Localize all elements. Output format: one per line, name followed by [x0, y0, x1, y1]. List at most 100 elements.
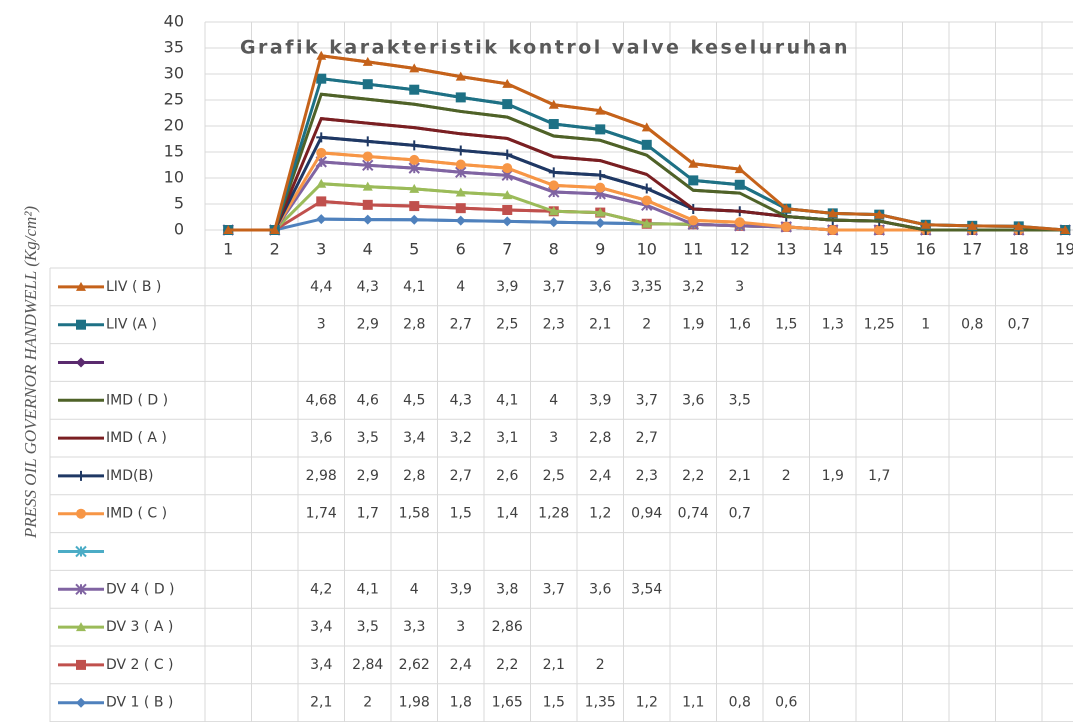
data-label: 3,3 [403, 619, 425, 635]
marker [362, 136, 373, 147]
marker [874, 209, 885, 219]
marker [455, 92, 466, 103]
x-tick-label: 17 [962, 240, 982, 259]
data-label: 2,1 [729, 468, 751, 484]
marker [502, 78, 513, 88]
data-label: 1,58 [399, 506, 430, 522]
marker [409, 154, 420, 165]
data-label: 3,6 [589, 279, 611, 295]
data-label: 3 [456, 619, 465, 635]
legend-label: LIV (A ) [106, 317, 157, 333]
data-label: 0,8 [729, 695, 751, 711]
x-tick-label: 8 [549, 240, 559, 259]
data-label: 2,3 [543, 317, 565, 333]
marker [455, 71, 466, 81]
marker [641, 195, 652, 206]
data-label: 3,6 [310, 430, 332, 446]
legend-label: IMD ( C ) [106, 506, 167, 522]
data-label: 1,65 [492, 695, 523, 711]
marker [502, 99, 513, 110]
data-label: 1,5 [543, 695, 565, 711]
data-label: 4,3 [357, 279, 379, 295]
x-tick-label: 10 [637, 240, 657, 259]
data-label: 1,74 [306, 506, 337, 522]
data-label: 4,2 [310, 581, 332, 597]
x-tick-label: 19 [1055, 240, 1073, 259]
legend-label: DV 2 ( C ) [106, 657, 174, 673]
data-label: 4,4 [310, 279, 332, 295]
legend-label: IMD ( A ) [106, 430, 167, 446]
data-label: 2 [596, 657, 605, 673]
marker [316, 50, 327, 60]
data-label: 3,7 [636, 392, 658, 408]
data-label: 2,1 [310, 695, 332, 711]
data-label: 1,1 [682, 695, 704, 711]
marker [502, 204, 513, 215]
x-tick-label: 18 [1009, 240, 1029, 259]
data-label: 0,94 [631, 506, 662, 522]
data-label: 1,5 [775, 317, 797, 333]
x-tick-label: 11 [683, 240, 703, 259]
data-label: 2 [363, 695, 372, 711]
marker [502, 216, 513, 227]
data-label: 1,35 [585, 695, 616, 711]
data-label: 1,98 [399, 695, 430, 711]
marker [688, 215, 699, 226]
marker [595, 182, 606, 193]
data-label: 2,1 [589, 317, 611, 333]
data-label: 3,5 [357, 619, 379, 635]
marker [362, 181, 373, 191]
marker [316, 178, 327, 188]
data-label: 3,4 [310, 657, 332, 673]
data-label: 0,74 [678, 506, 709, 522]
data-label: 3,9 [496, 279, 518, 295]
line [321, 160, 648, 207]
marker [362, 159, 374, 172]
data-label: 2,98 [306, 468, 337, 484]
marker [548, 119, 559, 130]
y-tick-label: 5 [174, 194, 184, 213]
marker [641, 122, 652, 132]
data-label: 2,7 [450, 317, 472, 333]
marker [548, 206, 559, 216]
data-label: 2,8 [589, 430, 611, 446]
y-axis-title: PRESS OIL GOVERNOR HANDWELL (Kg/cm²) [21, 206, 40, 540]
data-label: 3 [735, 279, 744, 295]
data-label: 1,7 [868, 468, 890, 484]
data-label: 3,8 [496, 581, 518, 597]
marker [781, 221, 792, 232]
data-label: 3,7 [543, 581, 565, 597]
marker [409, 183, 420, 193]
data-label: 4 [410, 581, 419, 597]
data-label: 1 [921, 317, 930, 333]
data-label: 3,4 [310, 619, 332, 635]
data-label: 2,1 [543, 657, 565, 673]
data-label: 2,4 [450, 657, 472, 673]
data-label: 4,3 [450, 392, 472, 408]
marker [548, 167, 559, 178]
y-tick-label: 35 [164, 38, 184, 57]
data-label: 1,4 [496, 506, 518, 522]
data-label: 2 [782, 468, 791, 484]
marker [76, 659, 86, 670]
marker [75, 583, 87, 596]
marker [362, 79, 373, 90]
marker [76, 319, 86, 330]
data-label: 3,35 [631, 279, 662, 295]
data-label: 0,6 [775, 695, 797, 711]
data-label: 1,5 [450, 506, 472, 522]
legend-label: DV 3 ( A ) [106, 619, 173, 635]
marker [502, 149, 513, 160]
data-label: 4 [456, 279, 465, 295]
data-label: 1,8 [450, 695, 472, 711]
data-label: 2,5 [496, 317, 518, 333]
y-tick-label: 0 [174, 220, 184, 239]
marker [641, 218, 652, 228]
data-label: 2,9 [357, 317, 379, 333]
marker [874, 225, 885, 235]
marker [76, 508, 86, 519]
marker [595, 170, 606, 181]
data-label: 2,84 [352, 657, 383, 673]
data-label: 3,6 [589, 581, 611, 597]
